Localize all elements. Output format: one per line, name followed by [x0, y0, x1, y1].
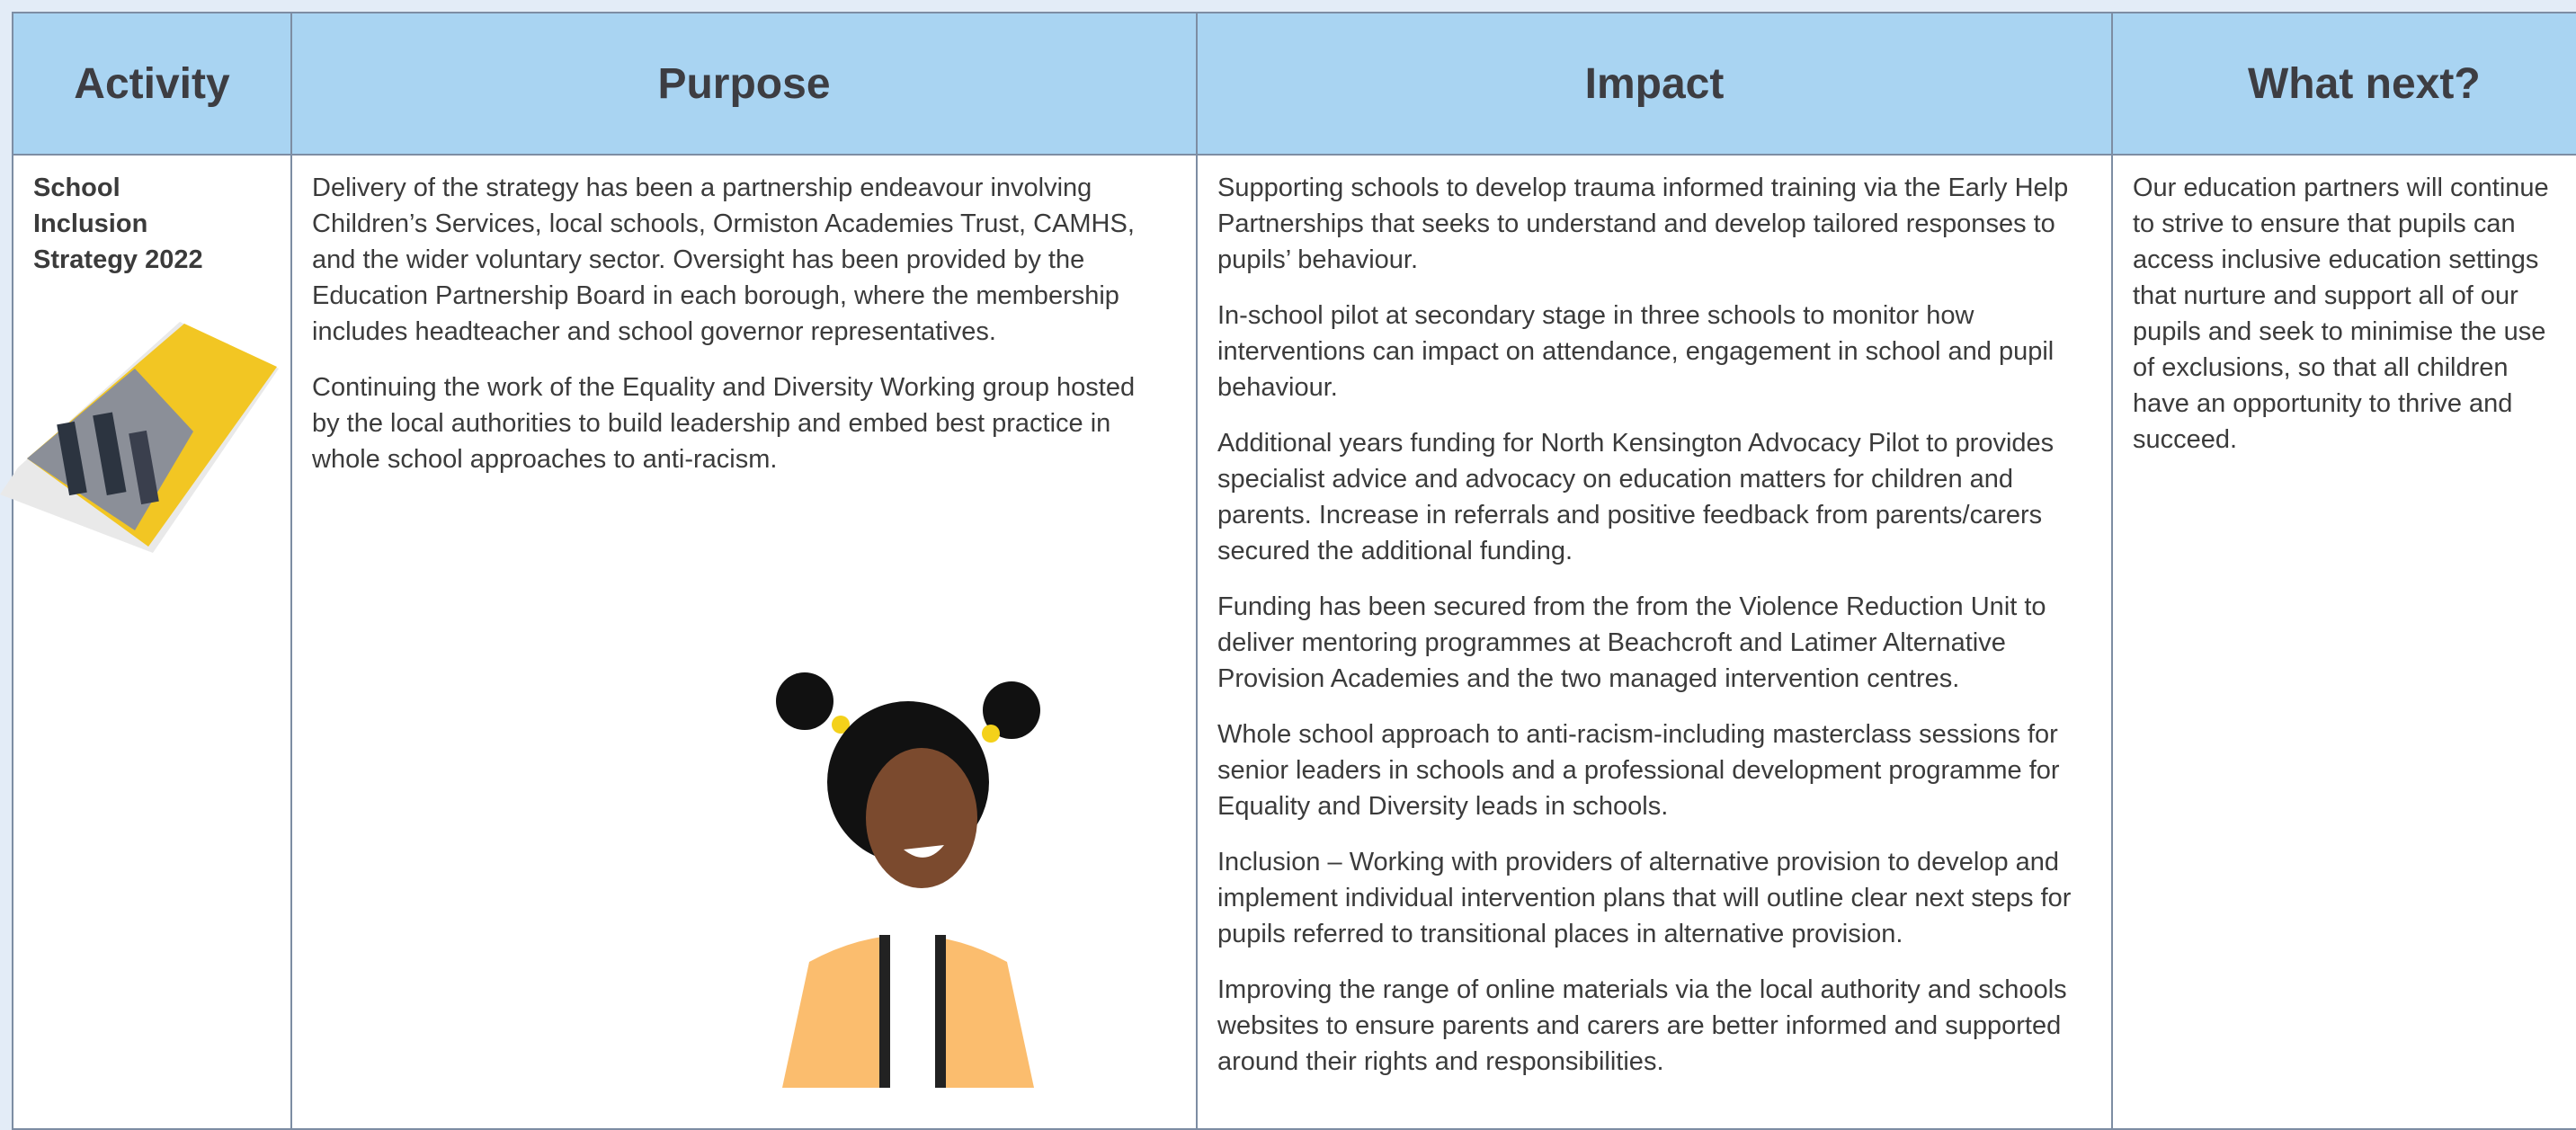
impact-paragraph: Inclusion – Working with providers of al… [1217, 848, 2072, 948]
impact-paragraph: Whole school approach to anti-racism-inc… [1217, 720, 2060, 821]
girl-illustration [776, 672, 1040, 1088]
header-cell: What next? [2111, 12, 2576, 156]
impact-cell: Supporting schools to develop trauma inf… [1196, 154, 2113, 1130]
what-next-cell: Our education partners will continue to … [2111, 154, 2576, 1130]
impact-paragraph: Improving the range of online materials … [1217, 975, 2067, 1076]
purpose-cell: Delivery of the strategy has been a part… [290, 154, 1198, 1130]
body-row: School Inclusion Strategy 2022 Delivery … [12, 154, 2576, 1130]
purpose-paragraph: Delivery of the strategy has been a part… [312, 174, 1135, 346]
impact-paragraph: In-school pilot at secondary stage in th… [1217, 301, 2055, 402]
what-next-text: Our education partners will continue to … [2133, 174, 2549, 454]
header-cell: Activity [12, 12, 292, 156]
impact-paragraph: Additional years funding for North Kensi… [1217, 429, 2055, 565]
activity-title: School Inclusion Strategy 2022 [33, 174, 203, 274]
header-row: Activity Purpose Impact What next? [12, 12, 2576, 156]
header-cell: Purpose [290, 12, 1198, 156]
booklet-image [0, 322, 279, 553]
purpose-paragraph: Continuing the work of the Equality and … [312, 373, 1136, 474]
activity-cell: School Inclusion Strategy 2022 [12, 154, 292, 1130]
activity-table: Activity Purpose Impact What next? Schoo… [12, 12, 2576, 1130]
header-cell: Impact [1196, 12, 2113, 156]
impact-paragraph: Funding has been secured from the from t… [1217, 592, 2046, 693]
impact-paragraph: Supporting schools to develop trauma inf… [1217, 174, 2069, 274]
page: Activity Purpose Impact What next? Schoo… [0, 12, 2576, 1130]
